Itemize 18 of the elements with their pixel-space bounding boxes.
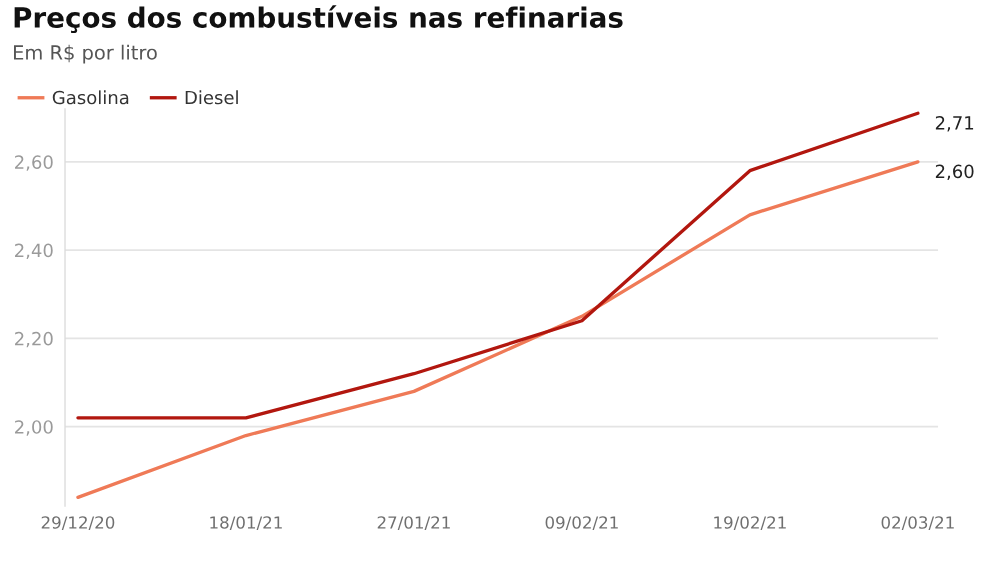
data-label: 2,60 [935,164,974,181]
y-tick-label: 2,40 [15,243,53,260]
y-tick-label: 2,00 [15,420,53,436]
x-tick-label: 19/02/21 [714,516,786,531]
chart-title: Preços dos combustíveis nas refinarias [14,5,623,34]
data-label: 2,71 [935,115,974,132]
legend-label: Diesel [185,90,238,105]
line-series [76,111,920,420]
line-series [76,160,920,499]
x-tick-label: 18/01/21 [210,516,282,531]
x-tick-label: 02/03/21 [881,516,954,531]
y-tick-label: 2,20 [15,331,53,348]
x-tick-label: 27/01/21 [377,516,450,531]
chart-subtitle: Em R$ por litro [14,44,157,64]
x-tick-label: 09/02/21 [545,516,618,531]
x-tick-label: 29/12/20 [41,516,115,531]
y-tick-label: 2,60 [15,155,53,171]
legend-label: Gasolina [52,90,129,105]
